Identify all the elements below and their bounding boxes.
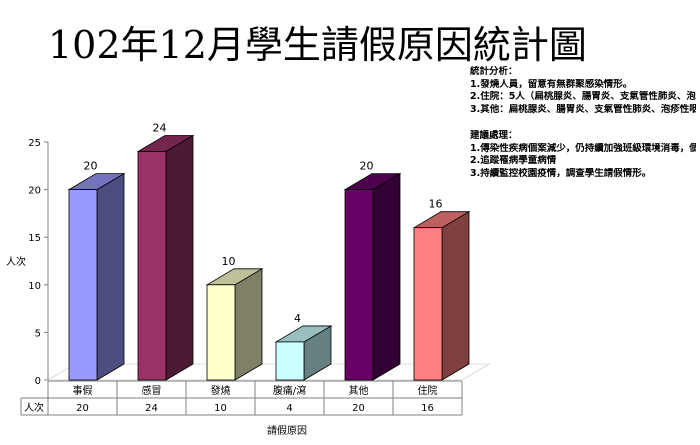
data-label: 10 — [222, 255, 236, 268]
y-tick-label: 5 — [35, 328, 41, 339]
analysis-line: 2.住院：5人（扁桃腺炎、腸胃炎、支氣管性肺炎、泡疹性咽峽炎） — [470, 91, 696, 102]
y-axis-label: 人次 — [6, 255, 26, 268]
bar — [275, 341, 305, 381]
bar-side — [165, 134, 194, 381]
suggestion-line: 2.追蹤罹病學童病情 — [470, 155, 557, 166]
suggestion-line: 1.傳染性疾病個案減少，仍持續加強班級環境消毒，個人衛生教育。 — [470, 142, 696, 154]
table-value: 24 — [145, 403, 158, 414]
bar — [206, 284, 236, 381]
chart-title: 102年12月學生請假原因統計圖 — [48, 23, 587, 67]
data-label: 16 — [429, 198, 443, 211]
suggestion-line: 3.持續監控校園疫情，調查學生請假情形。 — [470, 167, 652, 179]
bar-side — [234, 268, 263, 381]
bar — [344, 189, 374, 381]
category-label: 腹痛/瀉 — [273, 384, 306, 397]
table-value: 10 — [214, 403, 227, 414]
data-label: 20 — [360, 160, 374, 173]
y-tick-label: 25 — [28, 138, 41, 149]
y-tick-label: 0 — [35, 376, 41, 387]
bar-side — [96, 172, 125, 381]
category-label: 其他 — [349, 384, 369, 397]
table-value: 4 — [286, 403, 292, 414]
bar — [68, 189, 98, 381]
analysis-heading: 統計分析： — [470, 66, 518, 77]
data-label: 4 — [294, 312, 301, 325]
category-label: 發燒 — [211, 384, 231, 397]
notes-panel: 統計分析： 1.發燒人員，留意有無群聚感染情形。 2.住院：5人（扁桃腺炎、腸胃… — [470, 66, 696, 180]
table-value: 16 — [421, 403, 434, 414]
analysis-line: 3.其他：扁桃腺炎、腸胃炎、支氣管性肺炎、泡疹性咽峽炎 — [470, 103, 696, 115]
category-label: 住院 — [418, 384, 438, 397]
category-label: 事假 — [73, 384, 93, 397]
bar — [137, 151, 167, 381]
suggestions-heading: 建議處理： — [470, 130, 518, 141]
y-tick-label: 10 — [28, 281, 41, 292]
category-label: 感冒 — [142, 384, 162, 397]
data-label: 20 — [84, 160, 98, 173]
table-value: 20 — [76, 403, 89, 414]
table-row-label: 人次 — [24, 401, 44, 414]
y-tick-label: 15 — [28, 233, 41, 244]
data-label: 24 — [153, 122, 167, 135]
y-tick-label: 20 — [28, 186, 41, 197]
analysis-line: 1.發燒人員，留意有無群聚感染情形。 — [470, 78, 633, 90]
bar-side — [372, 172, 401, 381]
bar — [413, 227, 443, 381]
table-value: 20 — [352, 403, 365, 414]
bar-side — [441, 210, 470, 381]
x-axis-label: 請假原因 — [267, 424, 307, 437]
